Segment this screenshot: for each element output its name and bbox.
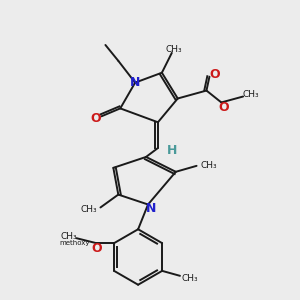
Text: CH₃: CH₃ [60, 232, 77, 241]
Text: O: O [218, 101, 229, 114]
Text: CH₃: CH₃ [182, 274, 198, 283]
Text: H: H [167, 143, 177, 157]
Text: O: O [90, 112, 101, 125]
Text: N: N [130, 76, 140, 89]
Text: CH₃: CH₃ [200, 161, 217, 170]
Text: O: O [91, 242, 102, 255]
Text: CH₃: CH₃ [166, 45, 182, 54]
Text: CH₃: CH₃ [243, 90, 260, 99]
Text: methoxy: methoxy [59, 240, 90, 246]
Text: N: N [146, 202, 156, 215]
Text: O: O [209, 68, 220, 81]
Text: CH₃: CH₃ [80, 205, 97, 214]
